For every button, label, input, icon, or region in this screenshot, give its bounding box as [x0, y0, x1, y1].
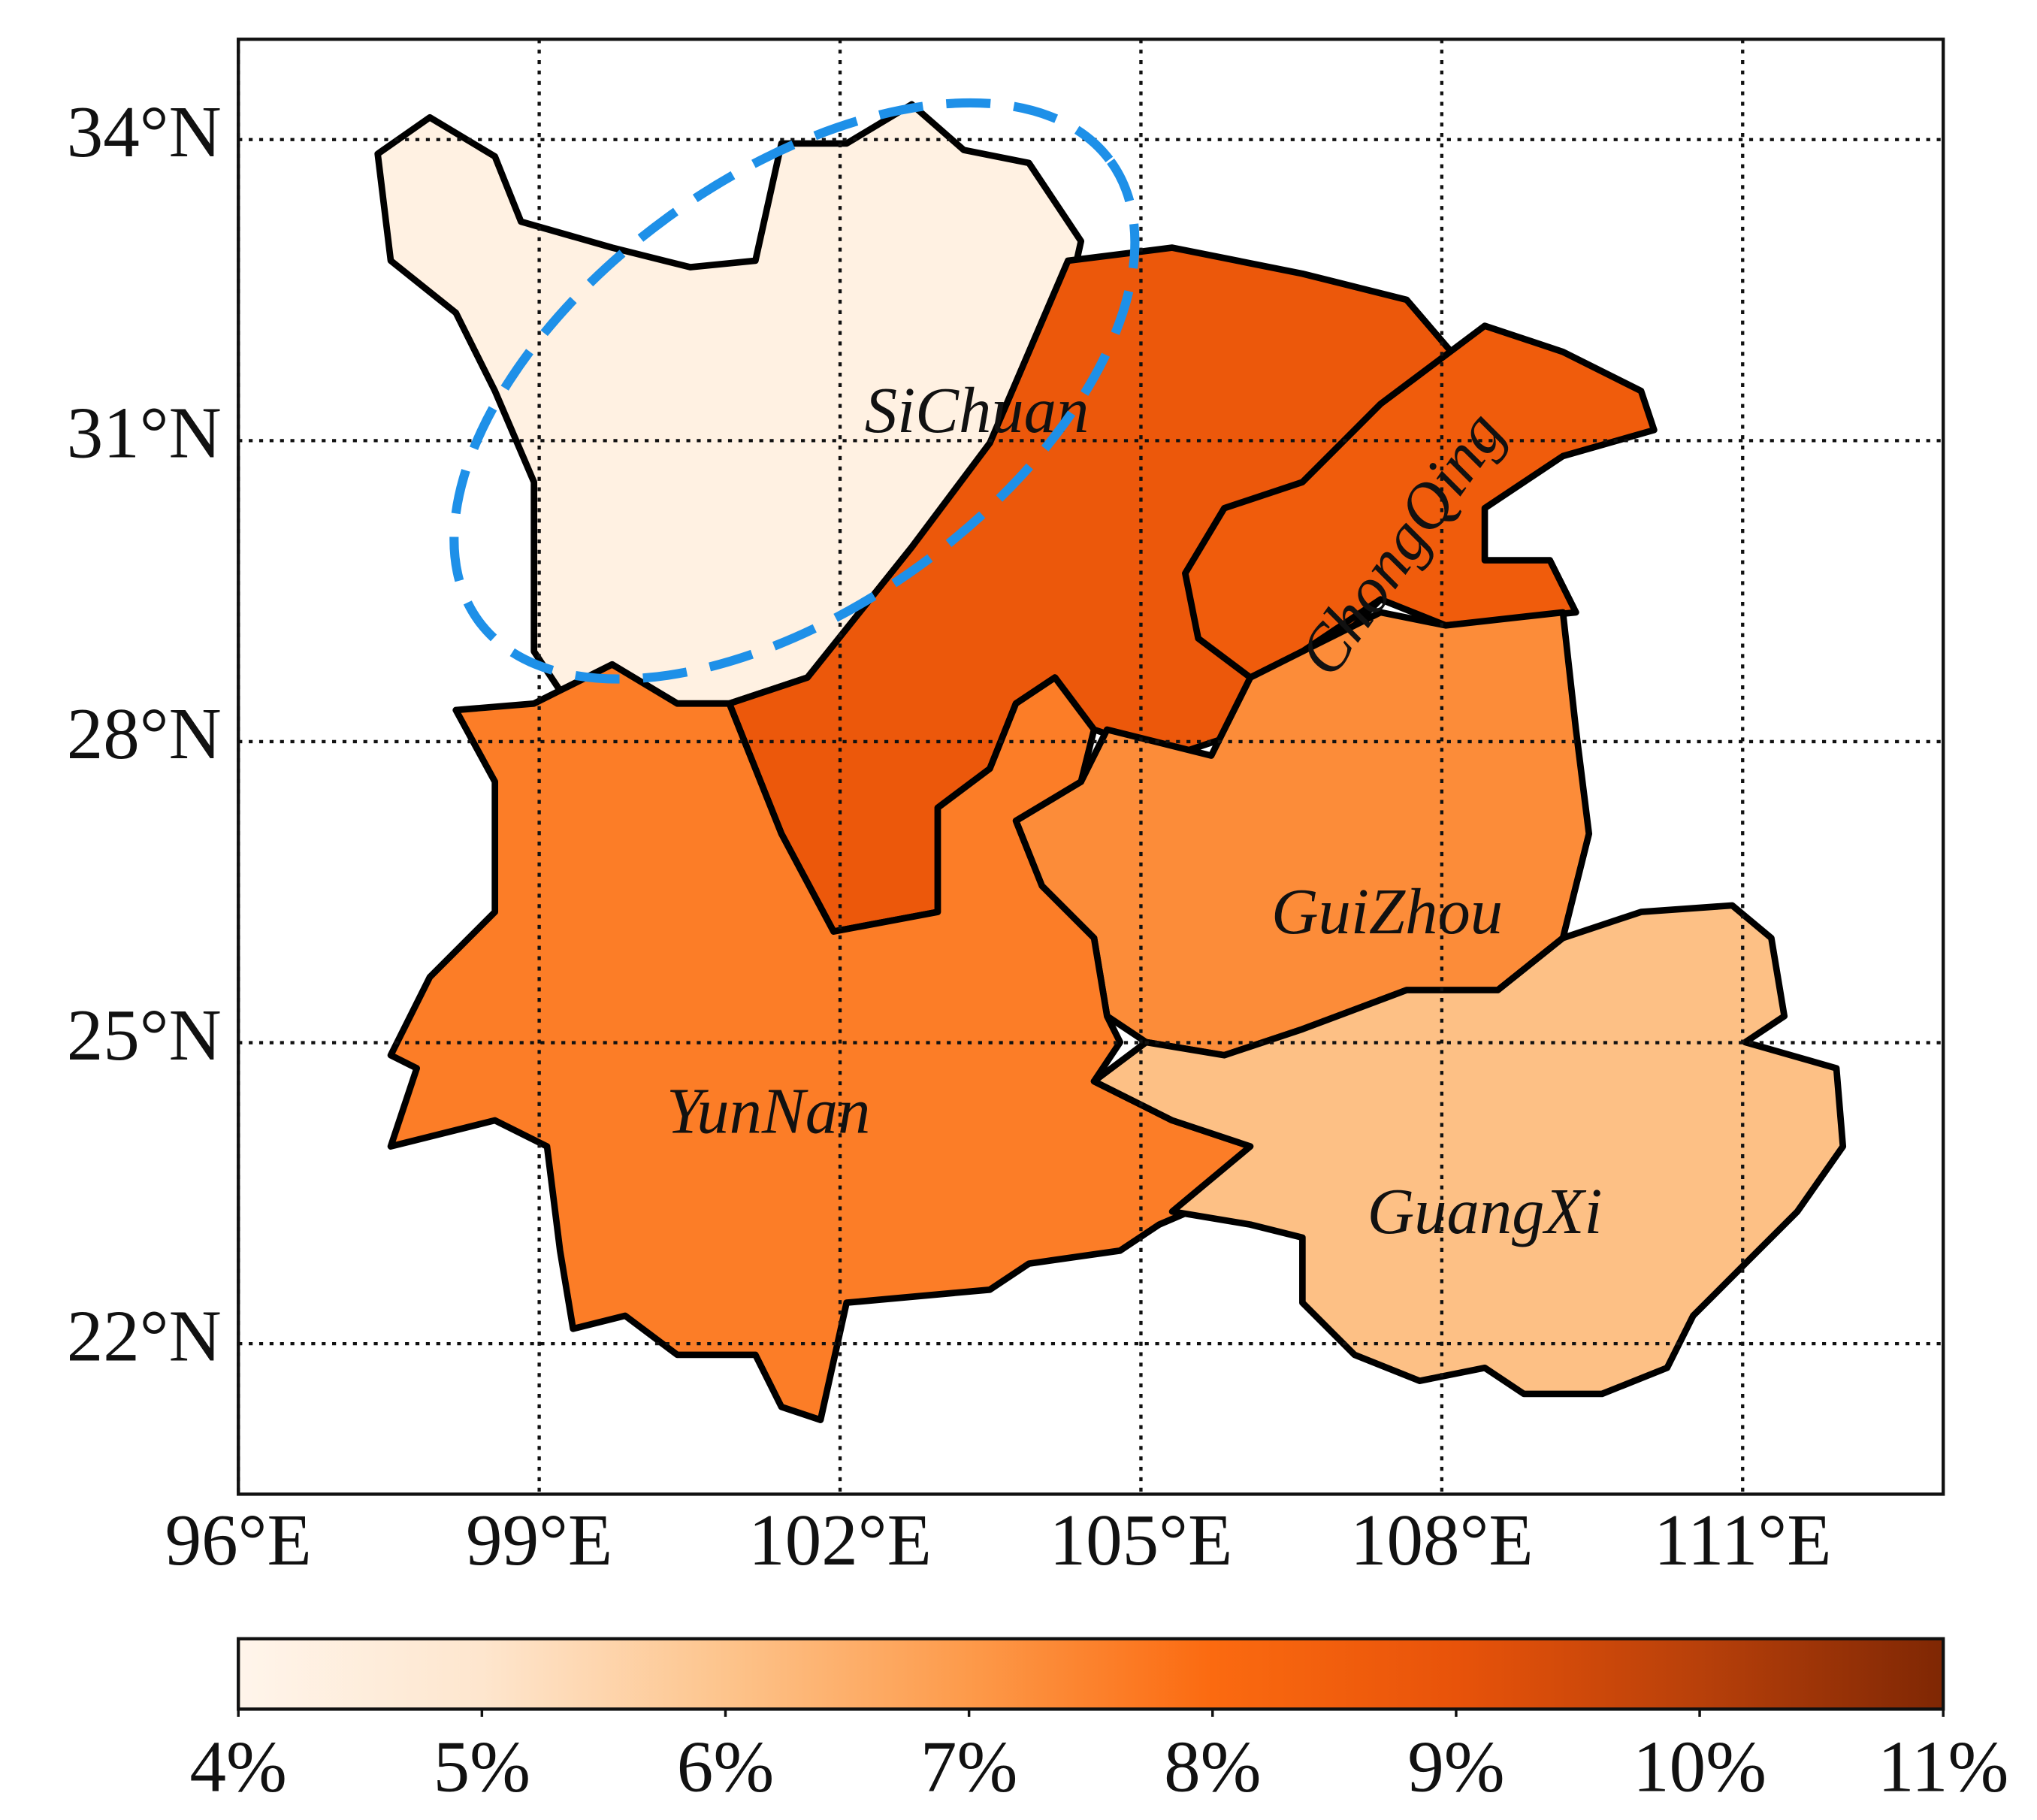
x-tick-label: 111°E — [1654, 1500, 1831, 1580]
x-tick-label: 99°E — [466, 1500, 612, 1580]
x-tick-label: 105°E — [1050, 1500, 1233, 1580]
colorbar-tick-label: 6% — [677, 1726, 774, 1806]
region-label: GuiZhou — [1271, 875, 1503, 948]
x-tick-label: 96°E — [165, 1500, 312, 1580]
colorbar-tick-label: 11% — [1878, 1726, 2008, 1806]
x-tick-label: 102°E — [748, 1500, 932, 1580]
colorbar-tick-label: 10% — [1633, 1726, 1767, 1806]
plot-frame — [237, 38, 1945, 1496]
colorbar — [237, 1637, 1945, 1711]
y-tick-label: 22°N — [67, 1295, 222, 1376]
colorbar-tick-label: 8% — [1164, 1726, 1261, 1806]
x-tick-label: 108°E — [1350, 1500, 1534, 1580]
colorbar-tick-label: 4% — [190, 1726, 287, 1806]
y-tick-label: 25°N — [67, 995, 222, 1075]
y-tick-label: 28°N — [67, 694, 222, 774]
region-label: GuangXi — [1368, 1175, 1603, 1247]
colorbar-tick-label: 5% — [434, 1726, 530, 1806]
y-tick-label: 34°N — [67, 92, 222, 172]
colorbar-tick-label: 7% — [920, 1726, 1017, 1806]
colorbar-tick-label: 9% — [1407, 1726, 1504, 1806]
highlight-ellipse — [449, 98, 1140, 684]
y-tick-label: 31°N — [67, 393, 222, 473]
region — [1090, 902, 1847, 1398]
region — [1012, 609, 1593, 1059]
region-label: YunNan — [666, 1075, 870, 1147]
